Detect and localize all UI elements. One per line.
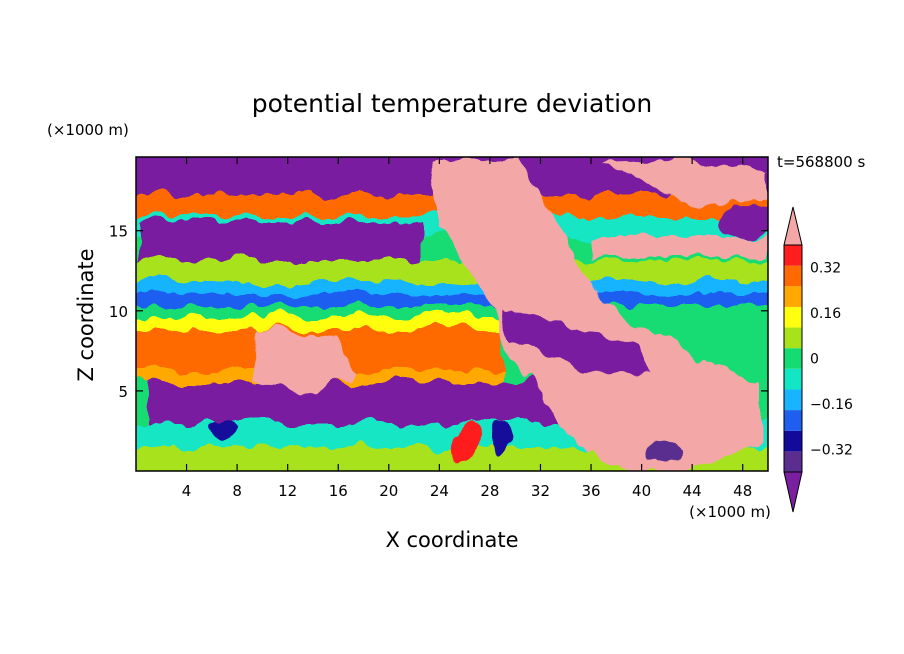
x-tick-label: 12: [278, 482, 297, 500]
colorbar-segment: [784, 430, 802, 452]
time-label: t=568800 s: [777, 153, 865, 171]
field-band-upper-purple: [140, 220, 420, 260]
colorbar-segment: [784, 327, 802, 349]
y-tick-label: 15: [109, 223, 128, 241]
colorbar-tick-label: −0.32: [810, 442, 853, 458]
field-band-blue: [136, 294, 768, 306]
field-blue-cell-mid: [490, 422, 510, 458]
x-tick-label: 4: [182, 482, 192, 500]
x-axis: 4 8 12 16 20 24 28 32 36 40 44 48: [182, 157, 752, 500]
x-tick-label: 20: [379, 482, 398, 500]
x-tick-label: 48: [733, 482, 752, 500]
colorbar-tick-label: 0.32: [810, 261, 841, 277]
colorbar-under-arrow: [783, 471, 803, 513]
x-tick-label: 28: [480, 482, 499, 500]
colorbar-segment: [784, 348, 802, 369]
field-pink-plume: [250, 330, 360, 395]
field-band-yellow: [136, 316, 500, 330]
contour-field: [136, 157, 768, 471]
x-tick-label: 36: [581, 482, 600, 500]
field-band-green: [136, 260, 768, 282]
x-tick-label: 40: [632, 482, 651, 500]
colorbar-segment: [784, 286, 802, 307]
colorbar-segment: [784, 451, 802, 472]
colorbar: −0.32 −0.16 0 0.16 0.32: [783, 206, 853, 513]
colorbar-segment: [784, 245, 802, 266]
x-unit-label: (×1000 m): [689, 503, 771, 521]
x-tick-label: 8: [232, 482, 242, 500]
colorbar-segment: [784, 389, 802, 411]
field-pink-upper-right: [600, 160, 768, 205]
y-tick-label: 5: [118, 383, 128, 401]
field-band-cyan: [136, 282, 768, 294]
x-tick-label: 44: [683, 482, 702, 500]
field-purple-cell-far-right: [720, 205, 768, 235]
colorbar-over-arrow: [783, 206, 803, 246]
colorbar-tick-label: 0: [810, 352, 819, 368]
x-tick-label: 24: [430, 482, 449, 500]
colorbar-tick-label: −0.16: [810, 397, 853, 413]
field-purple-cell-right: [647, 440, 683, 460]
plot-frame: [135, 156, 769, 472]
colorbar-segment: [784, 410, 802, 431]
field-pink-tongue: [430, 160, 760, 470]
x-tick-label: 32: [531, 482, 550, 500]
colorbar-segment: [784, 306, 802, 328]
field-blue-cell-left: [208, 420, 236, 440]
colorbar-frame: [783, 244, 803, 473]
colorbar-tick-label: 0.16: [810, 306, 841, 322]
y-axis-title: Z coordinate: [74, 248, 98, 381]
x-tick-label: 16: [329, 482, 348, 500]
y-tick-label: 10: [109, 303, 128, 321]
x-axis-title: X coordinate: [385, 528, 518, 552]
field-pink-band: [590, 235, 768, 257]
field-red-cell-lower: [451, 423, 479, 467]
field-purple-wedge: [495, 305, 650, 375]
y-unit-label: (×1000 m): [47, 121, 129, 139]
y-axis: 5 10 15: [109, 223, 768, 401]
colorbar-segment: [784, 368, 802, 390]
chart-title: potential temperature deviation: [252, 89, 652, 118]
colorbar-segment: [784, 265, 802, 287]
